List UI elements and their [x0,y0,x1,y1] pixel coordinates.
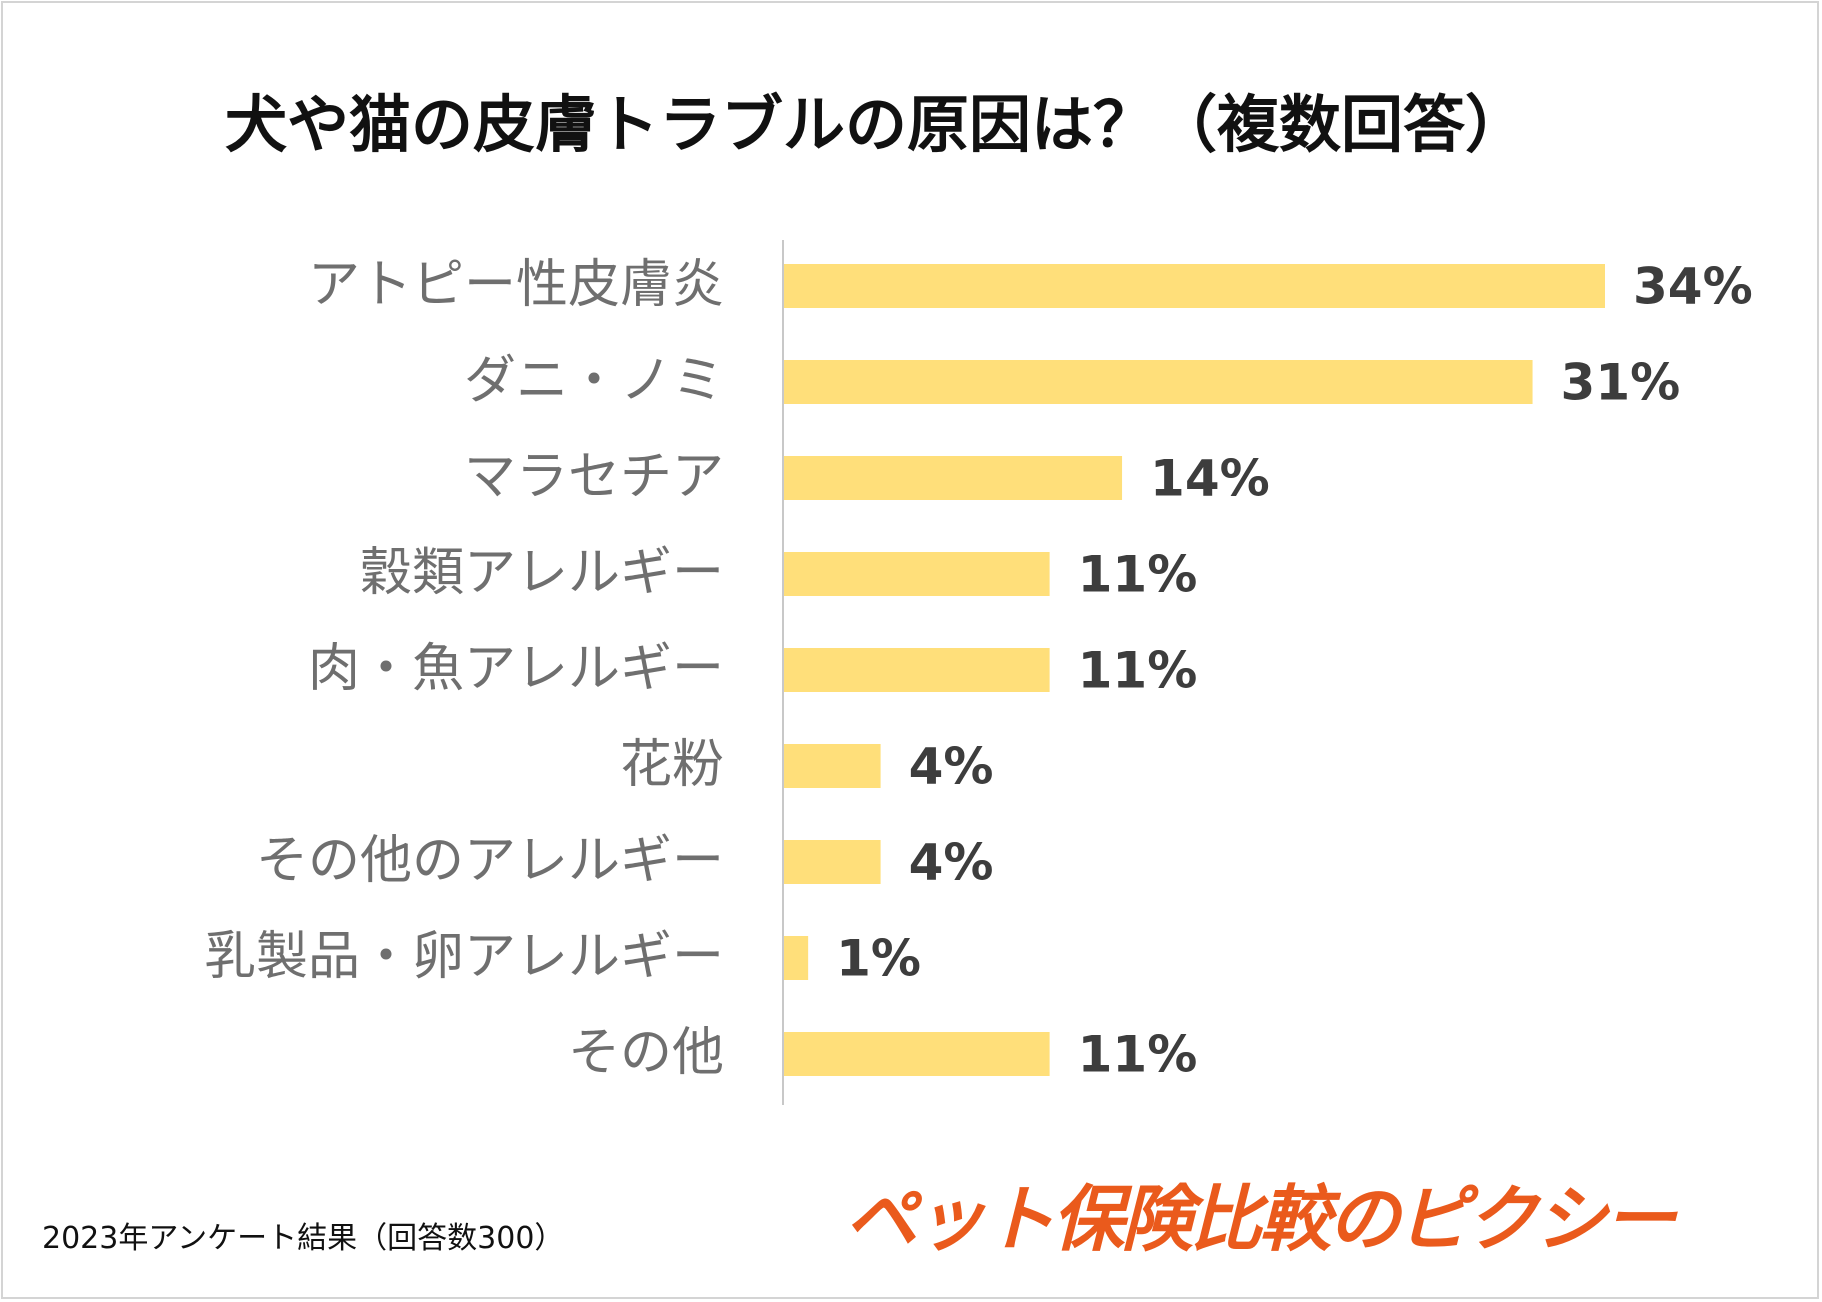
bar [784,744,881,788]
category-label: 穀類アレルギー [360,543,724,603]
value-label: 11% [1078,1026,1198,1084]
bar [784,936,809,980]
value-label: 31% [1561,354,1681,412]
bar [784,360,1533,404]
category-label: 乳製品・卵アレルギー [204,927,724,987]
brand-logo[interactable]: ペット保険比較のピクシー [845,1177,1676,1261]
value-label: 14% [1150,450,1270,508]
category-label: その他のアレルギー [256,831,724,891]
value-label: 1% [836,930,921,988]
bar [784,264,1605,308]
bar [784,840,881,884]
bar [784,552,1050,596]
category-label: 肉・魚アレルギー [308,639,724,699]
value-label: 11% [1078,642,1198,700]
bars-group: アトピー性皮膚炎 34% ダニ・ノミ 31% マラセチア 14% 穀類アレルギー 11% 肉・魚… [204,255,1753,1084]
chart-title: 犬や猫の皮膚トラブルの原因は？（複数回答） [225,88,1528,161]
value-label: 4% [909,834,994,892]
value-label: 4% [909,738,994,796]
category-label: その他 [568,1023,724,1083]
value-label: 11% [1078,546,1198,604]
survey-footnote: 2023年アンケート結果（回答数300） [42,1221,565,1256]
category-label: マラセチア [464,447,724,507]
value-label: 34% [1633,258,1753,316]
bar [784,456,1123,500]
bar [784,648,1050,692]
category-label: 花粉 [620,735,724,795]
bar [784,1032,1050,1076]
category-label: アトピー性皮膚炎 [308,255,724,315]
category-label: ダニ・ノミ [464,351,724,411]
